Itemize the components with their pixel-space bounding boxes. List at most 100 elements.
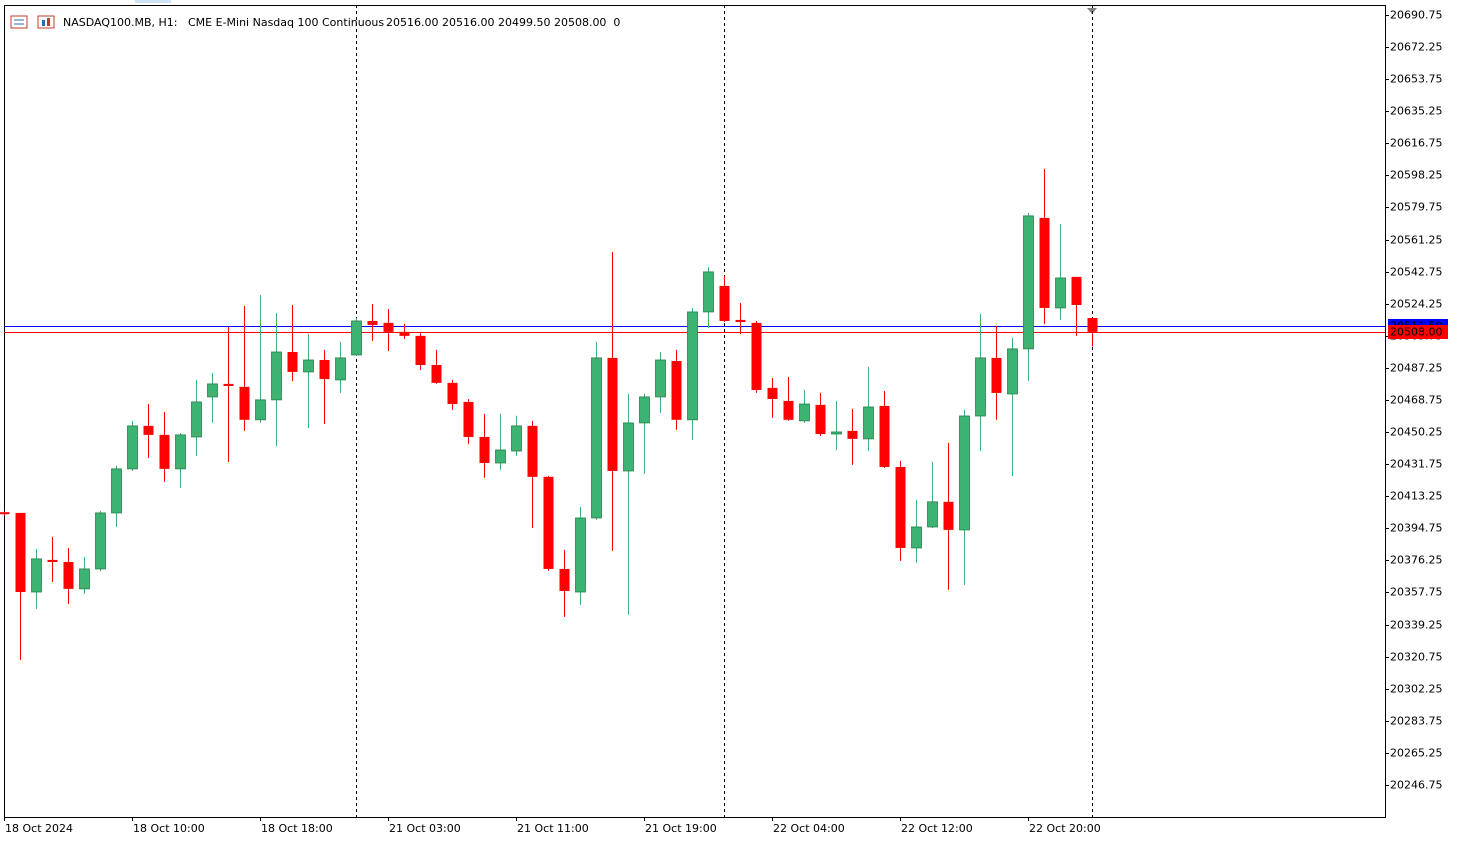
symbol: NASDAQ100.MB, H1:: [63, 16, 178, 29]
y-tick-label: 20302.25: [1390, 683, 1443, 696]
candle-body: [271, 351, 282, 401]
quote-info: 20516.00 20516.00 20499.50 20508.00 0: [386, 16, 620, 29]
y-tick-label: 20672.25: [1390, 41, 1443, 54]
candle-body: [751, 322, 762, 390]
icon-list[interactable]: [10, 15, 28, 29]
y-tick-label: 20265.25: [1390, 747, 1443, 760]
candle-body: [127, 425, 138, 470]
candle-body: [111, 468, 122, 514]
candle-body: [687, 311, 698, 421]
candle-body: [559, 568, 570, 591]
candle-body: [863, 406, 874, 440]
x-tick-label: 22 Oct 12:00: [901, 822, 973, 835]
candle-body: [831, 431, 842, 435]
candle-body: [767, 387, 778, 399]
candle-body: [431, 365, 442, 383]
y-tick-label: 20339.25: [1390, 619, 1443, 632]
candle-body: [319, 359, 330, 380]
candle-body: [1055, 277, 1066, 309]
candle-body: [927, 501, 938, 528]
candle-body: [719, 285, 730, 321]
candle-body: [47, 559, 58, 562]
y-tick-label: 20616.75: [1390, 137, 1443, 150]
candle-body: [335, 357, 346, 381]
candle-body: [1071, 276, 1082, 306]
x-tick-label: 18 Oct 2024: [5, 822, 73, 835]
price-label-box: [1388, 325, 1448, 339]
candle-body: [527, 425, 538, 477]
candle-body: [31, 558, 42, 593]
candle-body: [1039, 217, 1050, 308]
y-tick-label: 20394.75: [1390, 522, 1443, 535]
candle-body: [223, 383, 234, 386]
candle-body: [143, 425, 154, 435]
y-tick-label: 20653.75: [1390, 73, 1443, 86]
candle-body: [847, 430, 858, 439]
candle-body: [303, 359, 314, 373]
candle-body: [63, 561, 74, 589]
candle-body: [79, 568, 90, 590]
candle-body: [943, 501, 954, 530]
candle-body: [575, 517, 586, 593]
y-tick-label: 20579.75: [1390, 201, 1443, 214]
candle-body: [655, 359, 666, 398]
y-tick-label: 20635.25: [1390, 105, 1443, 118]
y-tick-label: 20431.75: [1390, 458, 1443, 471]
candle-body: [911, 526, 922, 549]
x-tick-label: 21 Oct 11:00: [517, 822, 589, 835]
candle-body: [159, 434, 170, 469]
candle-body: [95, 512, 106, 570]
candle-body: [0, 512, 10, 515]
y-tick-label: 20450.25: [1390, 426, 1443, 439]
candle-body: [479, 436, 490, 463]
candle-body: [607, 357, 618, 471]
candle-body: [591, 357, 602, 519]
candle-body: [639, 396, 650, 424]
description: CME E-Mini Nasdaq 100 Continuous: [188, 16, 384, 29]
x-tick-label: 22 Oct 04:00: [773, 822, 845, 835]
icon-bar: [42, 20, 45, 26]
candle-body: [783, 400, 794, 420]
icon-chart[interactable]: [37, 15, 55, 29]
y-tick-label: 20376.25: [1390, 554, 1443, 567]
candle-body: [815, 404, 826, 435]
candle-body: [959, 415, 970, 531]
candle-body: [895, 466, 906, 548]
candle-body: [975, 357, 986, 417]
candle-body: [495, 449, 506, 464]
candle-body: [543, 476, 554, 569]
y-tick-label: 20690.75: [1390, 9, 1443, 22]
candle-body: [15, 512, 26, 592]
y-tick-label: 20598.25: [1390, 169, 1443, 182]
candle-body: [799, 403, 810, 422]
y-tick-label: 20246.75: [1390, 779, 1443, 792]
candle-body: [447, 382, 458, 405]
candle-body: [351, 320, 362, 356]
y-tick-label: 20283.75: [1390, 715, 1443, 728]
y-tick-label: 20542.75: [1390, 266, 1443, 279]
icon-bar: [47, 18, 50, 26]
y-tick-label: 20357.75: [1390, 586, 1443, 599]
header-icons: [10, 15, 55, 29]
x-tick-label: 21 Oct 19:00: [645, 822, 717, 835]
y-tick-label: 20487.25: [1390, 362, 1443, 375]
candle-body: [383, 322, 394, 332]
y-tick-label: 20524.25: [1390, 298, 1443, 311]
y-tick-label: 20413.25: [1390, 490, 1443, 503]
candle-body: [463, 401, 474, 437]
x-tick-label: 21 Oct 03:00: [389, 822, 461, 835]
candle-body: [191, 401, 202, 438]
x-tick-label: 22 Oct 20:00: [1029, 822, 1101, 835]
candle-body: [1023, 215, 1034, 350]
toolbar-tab[interactable]: [135, 0, 171, 3]
candle-body: [367, 320, 378, 325]
candle-body: [1007, 348, 1018, 395]
candle-body: [623, 422, 634, 472]
candle-body: [991, 357, 1002, 393]
price-label: 20508.00: [1390, 326, 1443, 339]
candle-body: [287, 351, 298, 372]
y-tick-label: 20561.25: [1390, 234, 1443, 247]
y-tick-label: 20320.75: [1390, 651, 1443, 664]
